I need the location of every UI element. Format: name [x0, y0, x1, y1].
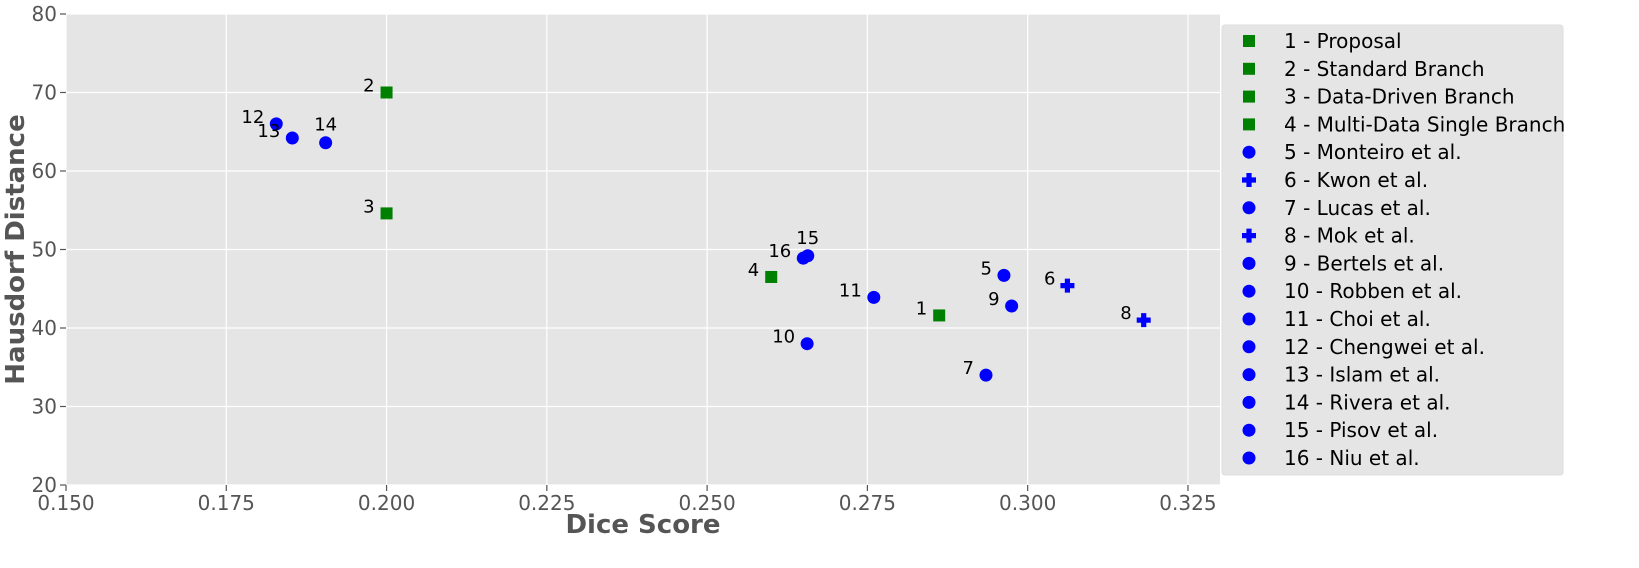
y-tick-label: 30 — [32, 395, 57, 419]
point-7-marker — [979, 368, 993, 382]
legend-label-9: 9 - Bertels et al. — [1284, 251, 1444, 275]
point-5-marker — [997, 268, 1011, 282]
y-tick-label: 80 — [32, 2, 57, 26]
x-tick-label: 0.275 — [839, 491, 896, 515]
point-13-marker — [285, 131, 299, 145]
legend-marker-1 — [1243, 35, 1255, 47]
data-points — [269, 86, 1151, 382]
y-tick-label: 20 — [32, 473, 57, 497]
y-tick-label: 70 — [32, 81, 57, 105]
legend-marker-3 — [1243, 90, 1255, 103]
x-tick-label: 0.200 — [358, 491, 415, 515]
point-9-label: 9 — [988, 289, 999, 310]
point-12-label: 12 — [241, 107, 264, 128]
point-9-marker — [1005, 299, 1019, 313]
point-15-label: 15 — [796, 228, 819, 249]
legend-label-11: 11 - Choi et al. — [1284, 307, 1431, 331]
legend-label-8: 8 - Mok et al. — [1284, 224, 1415, 248]
x-tick-label: 0.175 — [198, 491, 255, 515]
y-tick-label: 40 — [32, 316, 57, 340]
legend-marker-11 — [1242, 312, 1256, 326]
legend-label-15: 15 - Pisov et al. — [1284, 418, 1438, 442]
point-14-label: 14 — [314, 115, 337, 136]
legend-label-13: 13 - Islam et al. — [1284, 363, 1440, 387]
point-12-marker — [269, 117, 283, 131]
point-2-label: 2 — [363, 76, 374, 97]
x-axis-title: Dice Score — [565, 510, 720, 540]
legend-marker-13 — [1242, 368, 1256, 382]
point-2-marker — [380, 86, 393, 99]
point-13-label: 13 — [257, 121, 280, 142]
point-1-marker — [933, 309, 946, 322]
y-tick-label: 50 — [32, 238, 57, 262]
point-3-label: 3 — [363, 196, 374, 217]
legend-marker-16 — [1242, 451, 1256, 465]
legend-label-3: 3 - Data-Driven Branch — [1284, 85, 1515, 109]
legend-label-12: 12 - Chengwei et al. — [1284, 335, 1485, 359]
legend-marker-15 — [1242, 423, 1256, 437]
legend-label-6: 6 - Kwon et al. — [1284, 168, 1428, 192]
y-tick-label: 60 — [32, 159, 57, 183]
legend-marker-12 — [1242, 340, 1256, 354]
point-4-marker — [765, 270, 778, 283]
point-8-marker — [1136, 313, 1151, 328]
point-4-label: 4 — [748, 260, 759, 281]
legend-box — [1221, 24, 1564, 476]
axes: 0.150 0.175 0.200 0.225 0.250 0.275 0.300 0.325… — [32, 2, 1217, 515]
legend: 1 - Proposal 2 - Standard Branch 3 - Data-… — [1221, 24, 1565, 476]
point-5-label: 5 — [980, 258, 991, 279]
legend-label-7: 7 - Lucas et al. — [1284, 196, 1431, 220]
legend-label-2: 2 - Standard Branch — [1284, 57, 1485, 81]
x-tick-label: 0.225 — [518, 491, 575, 515]
legend-marker-9 — [1242, 256, 1256, 270]
point-1-label: 1 — [916, 298, 927, 319]
legend-marker-7 — [1242, 201, 1256, 215]
point-10-label: 10 — [772, 327, 795, 348]
legend-label-5: 5 - Monteiro et al. — [1284, 140, 1462, 164]
point-16-label: 16 — [768, 241, 791, 262]
point-6-label: 6 — [1044, 269, 1055, 290]
point-3-marker — [380, 207, 393, 220]
point-14-marker — [319, 136, 333, 150]
x-tick-label: 0.300 — [999, 491, 1056, 515]
x-tick-label: 0.150 — [37, 491, 94, 515]
legend-marker-2 — [1243, 62, 1255, 75]
legend-marker-6 — [1242, 173, 1256, 187]
legend-marker-5 — [1242, 145, 1256, 159]
legend-marker-10 — [1242, 284, 1256, 298]
legend-label-1: 1 - Proposal — [1284, 29, 1402, 53]
point-8-label: 8 — [1120, 303, 1131, 324]
point-11-label: 11 — [839, 280, 862, 301]
point-11-marker — [867, 290, 881, 304]
x-tick-label: 0.325 — [1159, 491, 1216, 515]
legend-label-4: 4 - Multi-Data Single Branch — [1284, 112, 1565, 136]
legend-label-16: 16 - Niu et al. — [1284, 446, 1420, 470]
legend-marker-8 — [1242, 228, 1256, 243]
point-6-marker — [1060, 278, 1075, 293]
x-tick-label: 0.250 — [678, 491, 735, 515]
legend-label-14: 14 - Rivera et al. — [1284, 390, 1450, 414]
point-16-marker — [796, 251, 810, 265]
legend-marker-4 — [1243, 118, 1255, 131]
y-axis-title: Hausdorf Distance — [1, 114, 31, 384]
legend-marker-14 — [1242, 395, 1256, 409]
point-10-marker — [800, 337, 814, 351]
point-7-label: 7 — [963, 358, 974, 379]
legend-label-10: 10 - Robben et al. — [1284, 279, 1462, 303]
